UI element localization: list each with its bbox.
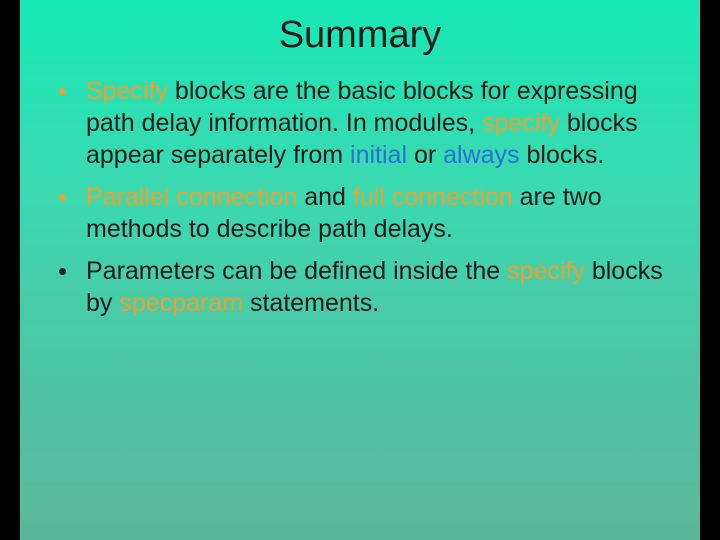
keyword-parallel-connection: Parallel connection — [86, 183, 297, 211]
keyword-initial: initial — [350, 141, 407, 169]
keyword-specparam: specparam — [119, 289, 243, 317]
bullet-text: Parameters can be defined inside the — [86, 257, 507, 285]
bullet-text: or — [407, 141, 443, 169]
bullet-text: blocks. — [520, 141, 605, 169]
slide-title: Summary — [48, 14, 672, 57]
bullet-text: and — [297, 183, 353, 211]
bullet-list: Specify blocks are the basic blocks for … — [48, 75, 672, 319]
keyword-specify: specify — [507, 257, 585, 285]
keyword-always: always — [443, 141, 519, 169]
bullet-text: statements. — [243, 289, 379, 317]
bullet-item: Parameters can be defined inside the spe… — [56, 255, 672, 319]
keyword-specify: Specify — [86, 77, 168, 105]
bullet-item: Parallel connection and full connection … — [56, 181, 672, 245]
keyword-full-connection: full connection — [353, 183, 513, 211]
keyword-specify: specify — [482, 109, 560, 137]
bullet-item: Specify blocks are the basic blocks for … — [56, 75, 672, 171]
slide: Summary Specify blocks are the basic blo… — [20, 0, 700, 540]
